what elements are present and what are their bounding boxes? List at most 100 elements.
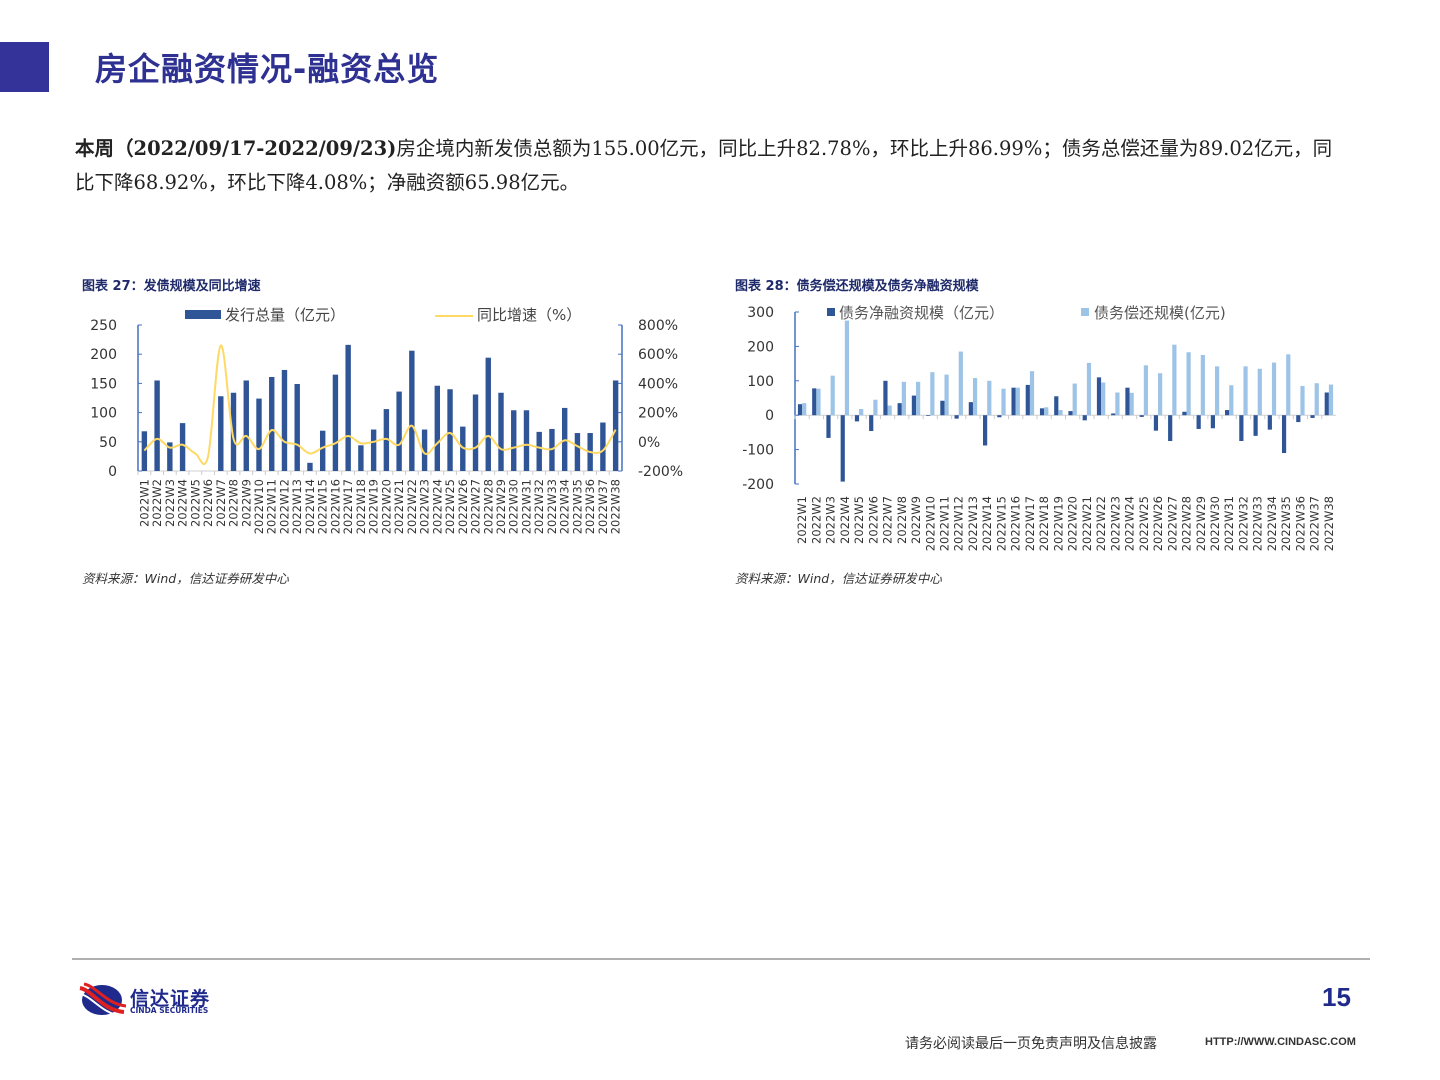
yoy-growth-line bbox=[143, 344, 617, 465]
svg-text:2022W13: 2022W13 bbox=[966, 496, 980, 551]
svg-text:2022W5: 2022W5 bbox=[188, 479, 202, 527]
figure27-source: 资料来源：Wind，信达证券研发中心 bbox=[82, 571, 289, 586]
svg-text:-100: -100 bbox=[742, 443, 774, 459]
figure28-chart: 债务净融资规模（亿元） 债务偿还规模(亿元) -200 -100 0 100 200 300 2… bbox=[730, 298, 1350, 563]
svg-text:2022W3: 2022W3 bbox=[824, 496, 838, 544]
svg-text:400%: 400% bbox=[638, 376, 678, 392]
svg-text:2022W27: 2022W27 bbox=[1165, 496, 1179, 551]
svg-text:2022W26: 2022W26 bbox=[1151, 496, 1165, 551]
svg-text:-200%: -200% bbox=[638, 464, 683, 480]
svg-text:2022W16: 2022W16 bbox=[328, 479, 342, 534]
svg-text:债务净融资规模（亿元）: 债务净融资规模（亿元） bbox=[839, 304, 1004, 322]
svg-text:2022W12: 2022W12 bbox=[277, 479, 291, 534]
figure28-caption: 图表 28：债务偿还规模及债务净融资规模 bbox=[735, 279, 979, 294]
svg-text:2022W2: 2022W2 bbox=[150, 479, 164, 527]
svg-text:0: 0 bbox=[765, 408, 774, 424]
svg-text:2022W19: 2022W19 bbox=[367, 479, 381, 534]
svg-text:2022W24: 2022W24 bbox=[430, 479, 444, 534]
svg-text:债务偿还规模(亿元): 债务偿还规模(亿元) bbox=[1094, 304, 1226, 322]
svg-text:2022W35: 2022W35 bbox=[570, 479, 584, 534]
svg-text:2022W6: 2022W6 bbox=[866, 496, 880, 544]
website-link[interactable]: HTTP://WWW.CINDASC.COM bbox=[1205, 1036, 1356, 1048]
svg-text:2022W20: 2022W20 bbox=[379, 479, 393, 534]
svg-text:2022W37: 2022W37 bbox=[1308, 496, 1322, 551]
svg-text:100: 100 bbox=[90, 406, 117, 422]
svg-text:2022W31: 2022W31 bbox=[1222, 496, 1236, 551]
svg-text:0%: 0% bbox=[638, 435, 660, 451]
svg-text:800%: 800% bbox=[638, 318, 678, 334]
svg-text:2022W38: 2022W38 bbox=[1322, 496, 1336, 551]
svg-text:2022W18: 2022W18 bbox=[354, 479, 368, 534]
svg-text:100: 100 bbox=[747, 374, 774, 390]
svg-text:2022W30: 2022W30 bbox=[1208, 496, 1222, 551]
svg-text:2022W22: 2022W22 bbox=[405, 479, 419, 534]
summary-paragraph: 本周（2022/09/17-2022/09/23)房企境内新发债总额为155.0… bbox=[75, 132, 1345, 200]
svg-text:2022W14: 2022W14 bbox=[980, 496, 994, 551]
disclaimer-text: 请务必阅读最后一页免责声明及信息披露 bbox=[905, 1036, 1157, 1052]
svg-text:300: 300 bbox=[747, 305, 774, 321]
svg-text:2022W28: 2022W28 bbox=[481, 479, 495, 534]
svg-text:200%: 200% bbox=[638, 406, 678, 422]
svg-text:发行总量（亿元）: 发行总量（亿元） bbox=[225, 306, 345, 324]
svg-text:2022W7: 2022W7 bbox=[214, 479, 228, 527]
svg-text:150: 150 bbox=[90, 376, 117, 392]
svg-text:2022W3: 2022W3 bbox=[163, 479, 177, 527]
svg-text:2022W7: 2022W7 bbox=[881, 496, 895, 544]
svg-text:2022W23: 2022W23 bbox=[418, 479, 432, 534]
svg-text:2022W23: 2022W23 bbox=[1108, 496, 1122, 551]
svg-text:2022W11: 2022W11 bbox=[265, 479, 279, 534]
svg-text:-200: -200 bbox=[742, 477, 774, 493]
footer-divider bbox=[72, 958, 1370, 960]
company-logo: 信达证券 CINDA SECURITIES bbox=[78, 982, 218, 1018]
svg-text:2022W6: 2022W6 bbox=[201, 479, 215, 527]
svg-text:50: 50 bbox=[99, 435, 117, 451]
svg-text:2022W25: 2022W25 bbox=[443, 479, 457, 534]
svg-text:2022W4: 2022W4 bbox=[838, 496, 852, 544]
svg-text:2022W19: 2022W19 bbox=[1051, 496, 1065, 551]
svg-text:2022W32: 2022W32 bbox=[532, 479, 546, 534]
logo-chinese-name: 信达证券 bbox=[130, 988, 211, 1010]
svg-text:2022W8: 2022W8 bbox=[227, 479, 241, 527]
svg-text:2022W38: 2022W38 bbox=[609, 479, 623, 534]
svg-text:2022W34: 2022W34 bbox=[558, 479, 572, 534]
svg-text:2022W32: 2022W32 bbox=[1236, 496, 1250, 551]
svg-text:2022W34: 2022W34 bbox=[1265, 496, 1279, 551]
svg-text:2022W27: 2022W27 bbox=[469, 479, 483, 534]
svg-text:2022W22: 2022W22 bbox=[1094, 496, 1108, 551]
legend-bar-swatch bbox=[185, 310, 221, 319]
svg-text:2022W17: 2022W17 bbox=[341, 479, 355, 534]
repayment-chart-svg: 债务净融资规模（亿元） 债务偿还规模(亿元) -200 -100 0 100 200 300 2… bbox=[742, 304, 1336, 551]
svg-text:2022W14: 2022W14 bbox=[303, 479, 317, 534]
svg-text:2022W9: 2022W9 bbox=[909, 496, 923, 544]
svg-text:同比增速（%）: 同比增速（%） bbox=[477, 306, 581, 324]
svg-text:2022W10: 2022W10 bbox=[923, 496, 937, 551]
svg-text:2022W29: 2022W29 bbox=[494, 479, 508, 534]
cinda-logo-icon bbox=[79, 982, 126, 1017]
svg-text:2022W4: 2022W4 bbox=[176, 479, 190, 527]
svg-text:2022W30: 2022W30 bbox=[507, 479, 521, 534]
figure27-chart: 发行总量（亿元） 同比增速（%） 0 50 100 150 200 250 -200% 0% 200… bbox=[75, 298, 695, 558]
svg-text:2022W25: 2022W25 bbox=[1137, 496, 1151, 551]
svg-text:2022W33: 2022W33 bbox=[1251, 496, 1265, 551]
svg-text:2022W35: 2022W35 bbox=[1279, 496, 1293, 551]
figure28-source: 资料来源：Wind，信达证券研发中心 bbox=[735, 571, 942, 586]
svg-text:2022W13: 2022W13 bbox=[290, 479, 304, 534]
svg-text:2022W5: 2022W5 bbox=[852, 496, 866, 544]
svg-text:2022W29: 2022W29 bbox=[1194, 496, 1208, 551]
svg-text:250: 250 bbox=[90, 318, 117, 334]
svg-text:2022W15: 2022W15 bbox=[316, 479, 330, 534]
svg-text:2022W20: 2022W20 bbox=[1066, 496, 1080, 551]
svg-text:2022W24: 2022W24 bbox=[1123, 496, 1137, 551]
svg-text:600%: 600% bbox=[638, 347, 678, 363]
svg-text:2022W9: 2022W9 bbox=[239, 479, 253, 527]
logo-english-name: CINDA SECURITIES bbox=[130, 1006, 209, 1015]
header-accent-block bbox=[0, 42, 49, 92]
svg-text:2022W37: 2022W37 bbox=[596, 479, 610, 534]
svg-text:200: 200 bbox=[90, 347, 117, 363]
svg-text:2022W16: 2022W16 bbox=[1009, 496, 1023, 551]
svg-text:2022W1: 2022W1 bbox=[795, 496, 809, 544]
svg-text:2022W31: 2022W31 bbox=[519, 479, 533, 534]
svg-text:2022W11: 2022W11 bbox=[937, 496, 951, 551]
svg-text:2022W1: 2022W1 bbox=[137, 479, 151, 527]
svg-text:2022W17: 2022W17 bbox=[1023, 496, 1037, 551]
